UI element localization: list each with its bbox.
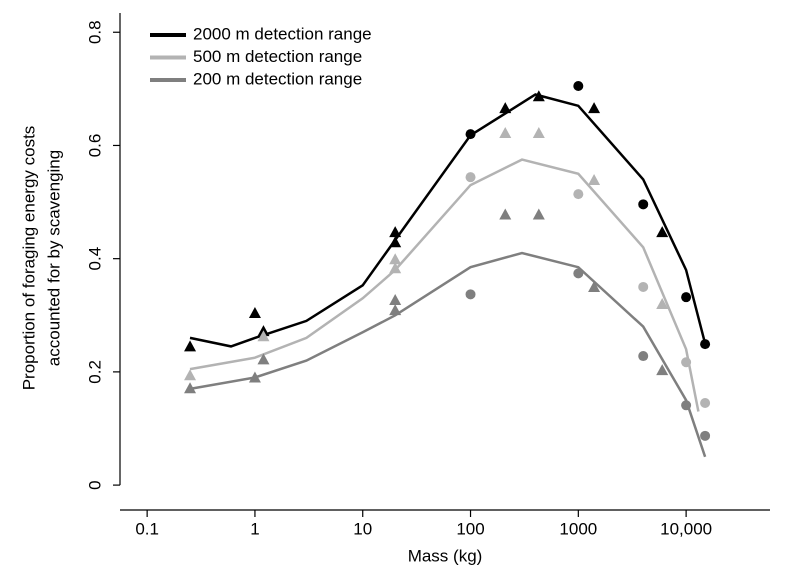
x-tick-label: 10,000 — [660, 519, 712, 538]
x-tick-label: 1000 — [559, 519, 597, 538]
point-circle — [638, 351, 649, 362]
point-triangle — [184, 340, 197, 352]
x-tick-label: 100 — [456, 519, 484, 538]
point-triangle — [499, 102, 512, 114]
point-triangle — [184, 382, 197, 394]
legend-label: 500 m detection range — [193, 47, 362, 66]
y-tick-label: 0.6 — [85, 134, 104, 158]
point-triangle — [588, 280, 601, 292]
point-triangle — [532, 127, 545, 139]
point-triangle — [248, 371, 261, 383]
point-circle — [681, 400, 692, 411]
y-axis-label: accounted for by scavenging — [44, 150, 63, 366]
point-circle — [700, 430, 711, 441]
point-triangle — [184, 369, 197, 381]
point-circle — [681, 292, 692, 303]
point-triangle — [257, 353, 270, 365]
point-triangle — [389, 226, 402, 238]
x-tick-label: 1 — [250, 519, 259, 538]
legend-label: 2000 m detection range — [193, 24, 372, 43]
point-circle — [700, 398, 711, 409]
fit-curve — [189, 251, 707, 458]
point-triangle — [499, 127, 512, 139]
point-triangle — [257, 330, 270, 342]
point-triangle — [389, 304, 402, 316]
point-circle — [638, 281, 649, 292]
y-tick-label: 0.2 — [85, 360, 104, 384]
point-triangle — [389, 262, 402, 274]
point-triangle — [389, 236, 402, 248]
y-tick-label: 0.8 — [85, 20, 104, 44]
point-triangle — [532, 208, 545, 220]
y-tick-label: 0 — [85, 480, 104, 489]
point-triangle — [248, 307, 261, 319]
point-triangle — [588, 173, 601, 185]
point-triangle — [532, 90, 545, 102]
point-triangle — [656, 297, 669, 309]
x-axis-label: Mass (kg) — [408, 546, 483, 565]
point-circle — [681, 357, 692, 368]
point-circle — [573, 189, 584, 200]
point-triangle — [499, 208, 512, 220]
y-tick-label: 0.4 — [85, 247, 104, 271]
point-triangle — [389, 293, 402, 305]
point-circle — [638, 199, 649, 210]
point-triangle — [656, 226, 669, 238]
x-tick-label: 0.1 — [135, 519, 159, 538]
fit-curve — [189, 93, 707, 348]
point-circle — [465, 129, 476, 140]
point-circle — [465, 289, 476, 300]
x-tick-label: 10 — [353, 519, 372, 538]
fit-curve — [189, 158, 700, 412]
y-axis-label: Proportion of foraging energy costs — [19, 126, 38, 391]
point-triangle — [389, 253, 402, 265]
legend-label: 200 m detection range — [193, 69, 362, 88]
point-circle — [573, 81, 584, 92]
point-circle — [573, 268, 584, 279]
point-circle — [700, 339, 711, 350]
point-circle — [465, 172, 476, 183]
point-triangle — [588, 102, 601, 114]
point-triangle — [656, 364, 669, 376]
